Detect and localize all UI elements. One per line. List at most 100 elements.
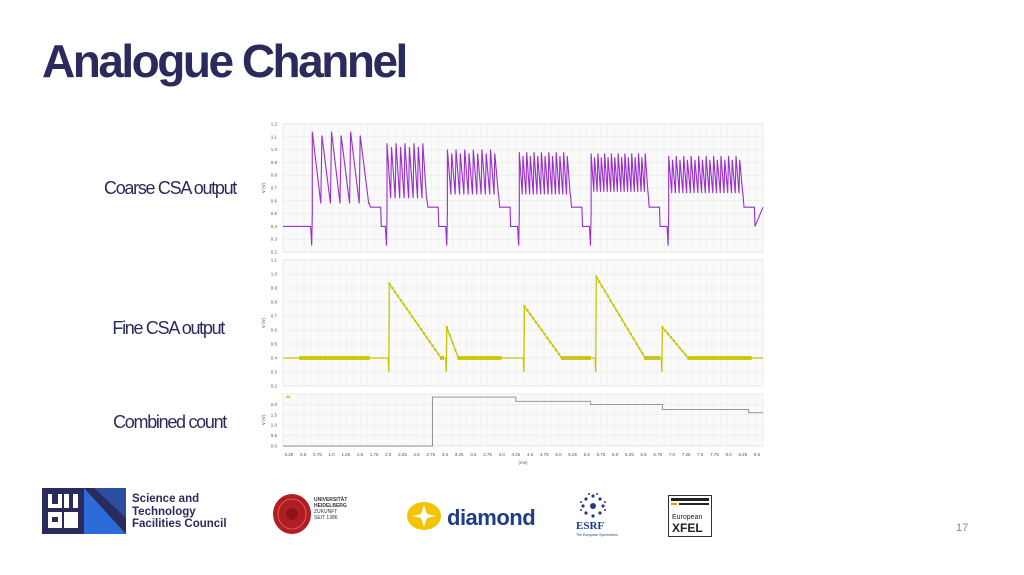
coarse-csa-trace xyxy=(283,131,764,246)
fine-baseline-marker xyxy=(570,356,573,360)
y-tick-label: 1.1 xyxy=(271,258,278,263)
x-tick-label: 0.5 xyxy=(300,452,307,457)
fine-baseline-marker xyxy=(307,356,310,360)
x-tick-label: 6.5 xyxy=(640,452,647,457)
x-tick-label: 1.75 xyxy=(370,452,379,457)
fine-baseline-marker xyxy=(335,356,338,360)
warning-marker xyxy=(285,395,291,398)
fine-baseline-marker xyxy=(727,356,730,360)
fine-baseline-marker xyxy=(652,356,655,360)
fine-baseline-marker xyxy=(717,356,720,360)
fine-ramp-marker xyxy=(606,294,609,298)
x-tick-label: 1.5 xyxy=(357,452,364,457)
fine-baseline-marker xyxy=(305,356,308,360)
fine-baseline-marker xyxy=(361,356,364,360)
fine-ramp-marker xyxy=(454,349,457,352)
y-axis-label: V (V) xyxy=(261,182,266,193)
fine-ramp-marker xyxy=(661,326,664,329)
y-tick-label: 0.7 xyxy=(271,186,278,191)
fine-baseline-marker xyxy=(646,356,649,360)
fine-baseline-marker xyxy=(351,356,354,360)
fine-baseline-marker xyxy=(499,356,502,360)
fine-ramp-marker xyxy=(549,340,552,344)
y-tick-label: 1.2 xyxy=(271,122,278,127)
fine-baseline-marker xyxy=(339,356,342,360)
fine-baseline-marker xyxy=(317,356,320,360)
combined-count-trace xyxy=(283,396,763,447)
y-axis-label: V (V) xyxy=(261,317,266,328)
fine-baseline-marker xyxy=(574,356,577,360)
fine-ramp-marker xyxy=(540,328,543,332)
fine-baseline-marker xyxy=(357,356,360,360)
fine-ramp-marker xyxy=(667,332,670,336)
fine-ramp-marker xyxy=(457,356,460,360)
fine-baseline-marker xyxy=(491,356,494,360)
fine-baseline-marker xyxy=(723,356,726,360)
x-tick-label: 7.0 xyxy=(669,452,676,457)
fine-ramp-marker xyxy=(632,337,635,341)
fine-baseline-marker xyxy=(487,356,490,360)
fine-baseline-marker xyxy=(345,356,348,360)
x-tick-label: 4.5 xyxy=(527,452,534,457)
y-tick-label: 1.5 xyxy=(271,412,278,417)
fine-ramp-marker xyxy=(419,327,422,331)
fine-baseline-marker xyxy=(467,356,470,360)
fine-baseline-marker xyxy=(327,356,330,360)
fine-baseline-marker xyxy=(731,356,734,360)
fine-baseline-marker xyxy=(737,356,740,360)
fine-ramp-marker xyxy=(626,328,629,331)
fine-baseline-marker xyxy=(572,356,575,360)
fine-baseline-marker xyxy=(693,356,696,360)
y-tick-label: 2.0 xyxy=(271,402,278,407)
x-tick-label: 5.5 xyxy=(584,452,591,457)
fine-baseline-marker xyxy=(719,356,722,360)
fine-ramp-marker xyxy=(560,356,563,360)
fine-baseline-marker xyxy=(699,356,702,360)
diamond-logo-text: diamond xyxy=(447,505,536,530)
x-tick-label: 8.25 xyxy=(738,452,747,457)
y-tick-label: 0.3 xyxy=(271,370,278,375)
fine-ramp-marker xyxy=(537,324,540,328)
fine-baseline-marker xyxy=(459,356,462,360)
x-tick-label: 2.5 xyxy=(414,452,421,457)
x-tick-label: 5.25 xyxy=(568,452,577,457)
fine-baseline-marker xyxy=(705,356,708,360)
fine-baseline-marker xyxy=(583,356,585,360)
fine-ramp-marker xyxy=(399,299,402,302)
fine-baseline-marker xyxy=(650,356,653,360)
fine-baseline-marker xyxy=(568,356,571,360)
fine-baseline-marker xyxy=(576,356,579,360)
fine-baseline-marker xyxy=(707,356,710,360)
fine-ramp-marker xyxy=(612,304,615,307)
esrf-logo-mark xyxy=(580,493,606,518)
fine-ramp-marker xyxy=(534,320,537,324)
fine-ramp-marker xyxy=(603,289,606,293)
fine-baseline-marker xyxy=(749,356,752,360)
fine-baseline-marker xyxy=(309,356,312,360)
fine-baseline-marker xyxy=(353,356,356,360)
y-tick-label: 0.9 xyxy=(271,286,278,291)
x-tick-label: 1.25 xyxy=(341,452,350,457)
fine-baseline-marker xyxy=(473,356,476,360)
x-tick-label: 0.25 xyxy=(285,452,294,457)
fine-ramp-marker xyxy=(417,323,420,327)
x-tick-label: 3.5 xyxy=(470,452,477,457)
fine-ramp-marker xyxy=(405,307,408,310)
fine-baseline-marker xyxy=(349,356,352,360)
y-tick-label: 0.5 xyxy=(271,342,278,347)
fine-ramp-marker xyxy=(675,343,678,346)
y-tick-label: 0.6 xyxy=(271,328,278,333)
fine-baseline-marker xyxy=(333,356,336,360)
fine-baseline-marker xyxy=(579,356,581,360)
fine-baseline-marker xyxy=(341,356,344,360)
fine-baseline-marker xyxy=(301,356,304,360)
fine-ramp-marker xyxy=(615,309,618,312)
fine-ramp-marker xyxy=(678,346,681,349)
y-tick-label: 0.5 xyxy=(271,211,278,216)
x-tick-label: 8.6 xyxy=(754,452,761,457)
fine-ramp-marker xyxy=(529,312,532,316)
x-tick-label: 4.25 xyxy=(512,452,521,457)
esrf-logo-text: ESRF xyxy=(576,520,605,532)
x-axis-label: (ms) xyxy=(519,460,528,465)
fine-baseline-marker xyxy=(695,356,698,360)
